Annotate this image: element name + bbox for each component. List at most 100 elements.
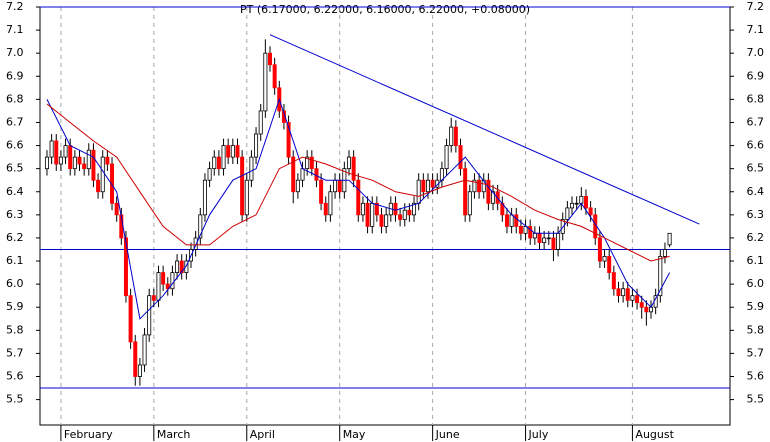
candle-body xyxy=(91,149,96,181)
y2-tick-label: 6.8 xyxy=(747,92,765,105)
candle-body xyxy=(486,179,491,204)
candle-body xyxy=(644,306,649,313)
candle-body xyxy=(430,179,435,188)
candle-body xyxy=(425,179,430,193)
candle-body xyxy=(588,207,593,216)
y-tick-label: 5.5 xyxy=(6,393,24,406)
candle-body xyxy=(518,225,523,234)
y-tick-label: 7.2 xyxy=(6,0,24,13)
x-tick-label: June xyxy=(435,428,460,441)
candle-body xyxy=(175,260,180,273)
y2-tick-label: 5.9 xyxy=(747,300,765,313)
candle-body xyxy=(551,237,556,250)
candle-body xyxy=(351,156,356,181)
candle-body xyxy=(151,295,156,301)
candle-body xyxy=(128,295,133,343)
moving-average xyxy=(46,97,671,320)
candle-body xyxy=(323,202,328,216)
y2-tick-label: 6.1 xyxy=(747,254,765,267)
moving-average xyxy=(46,103,670,262)
candle-body xyxy=(509,214,514,227)
candle-body xyxy=(100,156,105,193)
candle-body xyxy=(412,202,417,216)
candle-body xyxy=(267,52,272,66)
candle-body xyxy=(142,334,147,366)
candle-body xyxy=(63,145,68,158)
candle-body xyxy=(597,237,602,262)
x-tick-label: February xyxy=(64,428,113,441)
y2-tick-label: 6.6 xyxy=(747,139,765,152)
candle-body xyxy=(374,202,379,216)
candle-body xyxy=(467,191,472,216)
candle-body xyxy=(244,179,249,216)
candle-body xyxy=(542,237,547,243)
y-tick-label: 6.7 xyxy=(6,115,24,128)
candle-body xyxy=(202,179,207,216)
candle-body xyxy=(532,232,537,239)
candle-body xyxy=(421,179,426,193)
candle-body xyxy=(463,168,468,216)
candle-body xyxy=(300,168,305,181)
y-tick-label: 5.6 xyxy=(6,370,24,383)
y2-tick-label: 7.1 xyxy=(747,23,765,36)
candle-body xyxy=(407,209,412,216)
y-tick-label: 6.5 xyxy=(6,162,24,175)
candle-body xyxy=(105,156,110,165)
candle-body xyxy=(556,232,561,250)
candle-body xyxy=(630,295,635,301)
candle-body xyxy=(58,156,63,165)
candle-body xyxy=(54,140,59,165)
candle-body xyxy=(481,179,486,193)
candle-body xyxy=(639,302,644,308)
y-tick-label: 7.0 xyxy=(6,46,24,59)
candle-body xyxy=(68,145,73,170)
y-tick-label: 6.6 xyxy=(6,139,24,152)
candle-body xyxy=(184,260,189,273)
candle-body xyxy=(49,140,54,158)
y-tick-label: 5.8 xyxy=(6,323,24,336)
trendline xyxy=(269,34,700,225)
candle-body xyxy=(565,207,570,220)
candle-body xyxy=(621,288,626,297)
candle-body xyxy=(398,214,403,220)
y-tick-label: 6.3 xyxy=(6,208,24,221)
y2-tick-label: 6.2 xyxy=(747,231,765,244)
candle-body xyxy=(133,341,138,377)
candle-body xyxy=(356,179,361,216)
x-tick-label: March xyxy=(157,428,191,441)
candle-body xyxy=(393,202,398,216)
candle-body xyxy=(72,156,77,170)
candle-body xyxy=(328,191,333,216)
candle-body xyxy=(263,52,268,112)
candle-body xyxy=(662,249,667,257)
chart-title: PT (6.17000, 6.22000, 6.16000, 6.22000, … xyxy=(240,3,530,16)
candle-body xyxy=(179,260,184,273)
candle-body xyxy=(198,214,203,239)
y-tick-label: 6.0 xyxy=(6,277,24,290)
candle-body xyxy=(528,225,533,239)
y2-tick-label: 5.6 xyxy=(747,370,765,383)
candle-body xyxy=(384,214,389,227)
candle-body xyxy=(472,179,477,193)
candle-body xyxy=(514,214,519,227)
y2-tick-label: 6.4 xyxy=(747,185,765,198)
candle-body xyxy=(602,256,607,262)
candle-body xyxy=(193,237,198,250)
candle-body xyxy=(379,214,384,227)
y2-tick-label: 5.5 xyxy=(747,393,765,406)
candle-body xyxy=(309,156,314,170)
candle-body xyxy=(96,179,101,193)
candle-body xyxy=(616,288,621,297)
candle-body xyxy=(346,156,351,170)
candle-body xyxy=(44,156,49,170)
candle-body xyxy=(625,288,630,301)
candle-body xyxy=(370,202,375,227)
candle-body xyxy=(546,237,551,240)
candle-body xyxy=(110,163,115,204)
y-tick-label: 6.2 xyxy=(6,231,24,244)
y2-tick-label: 7.2 xyxy=(747,0,765,13)
candle-body xyxy=(156,272,161,301)
candle-body xyxy=(82,163,87,170)
candle-body xyxy=(254,133,259,158)
